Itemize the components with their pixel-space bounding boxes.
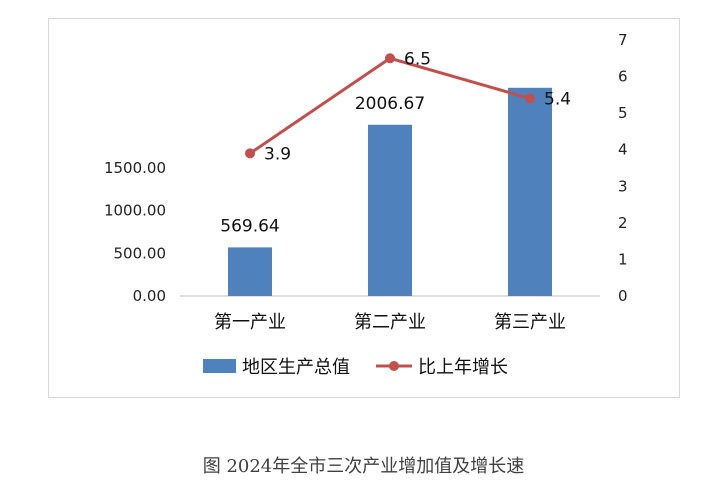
y-left-tick-label: 0.00 [133,287,166,305]
x-category-label: 第一产业 [214,312,286,333]
line-point [245,148,255,159]
y-right-tick-label: 6 [618,68,628,86]
y-right-tick-label: 3 [618,177,628,195]
bar-data-label: 2006.67 [355,94,425,114]
bar [228,247,272,296]
line-point [525,93,535,104]
y-left-tick-label: 1000.00 [104,202,166,220]
y-right-tick-label: 5 [618,104,628,122]
x-category-label: 第二产业 [354,312,426,333]
bar [368,124,412,296]
chart-frame [48,18,680,398]
y-right-tick-label: 7 [618,31,628,49]
chart-caption: 图 2024年全市三次产业增加值及增长速 [202,456,525,477]
bar [508,87,552,296]
line-data-label: 6.5 [404,49,431,69]
line-data-label: 5.4 [544,90,571,110]
y-right-tick-label: 0 [618,287,628,305]
legend-bar-swatch [203,359,236,373]
bar-data-label: 569.64 [220,216,279,236]
line-point [385,53,395,64]
y-right-tick-label: 1 [618,250,628,268]
y-left-tick-label: 1500.00 [104,159,166,177]
legend-bar-label: 地区生产总值 [242,357,350,378]
y-right-tick-label: 2 [618,214,628,232]
legend-line-label: 比上年增长 [418,357,508,378]
y-left-tick-label: 500.00 [114,244,167,262]
line-data-label: 3.9 [264,144,291,164]
legend-line-marker [389,361,399,371]
x-category-label: 第三产业 [494,312,566,333]
y-right-tick-label: 4 [618,141,628,159]
